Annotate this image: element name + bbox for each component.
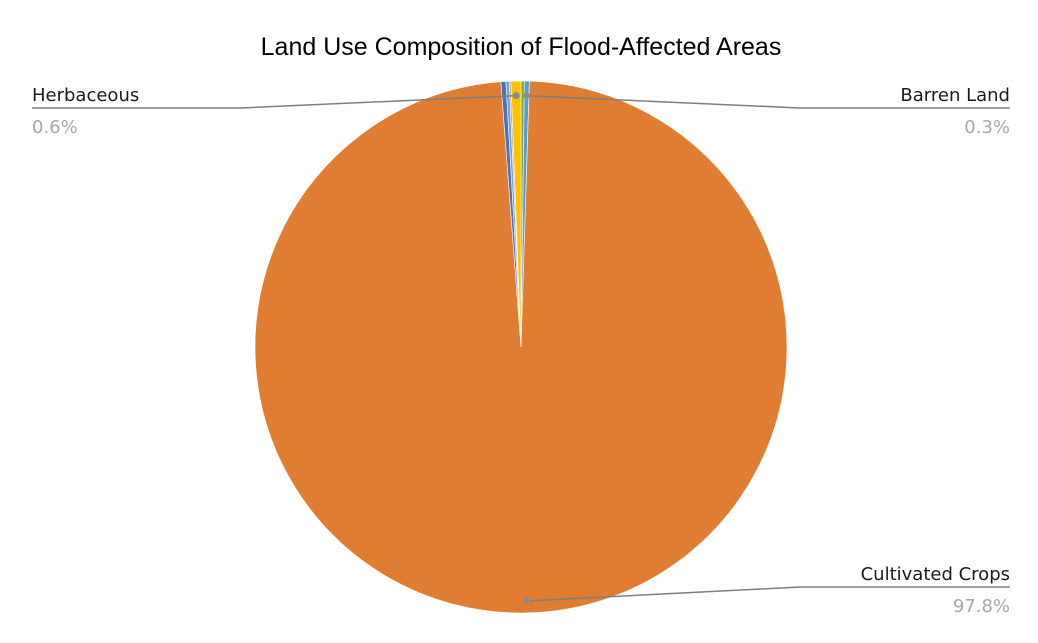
data-label-value-herbaceous: 0.6% [32, 117, 78, 138]
data-label-name-cultivated-crops: Cultivated Crops [861, 564, 1010, 585]
leader-anchor-cultivated-crops [523, 597, 531, 605]
leader-line-cultivated-crops [526, 586, 1010, 602]
leader-anchor-herbaceous [512, 92, 520, 100]
pie-slices [254, 80, 788, 614]
data-label-name-herbaceous: Herbaceous [32, 85, 139, 106]
data-label-value-barren-land: 0.3% [964, 117, 1010, 138]
leader-anchor-barren-land [523, 92, 531, 100]
chart-title: Land Use Composition of Flood-Affected A… [261, 33, 782, 61]
data-label-value-cultivated-crops: 97.8% [953, 596, 1010, 617]
data-label-name-barren-land: Barren Land [900, 85, 1010, 106]
leader-lines [32, 92, 1010, 605]
leader-line-herbaceous [32, 94, 517, 109]
leader-line-barren-land [526, 94, 1010, 109]
data-labels: Barren Land 0.3% Cultivated Crops 97.8% Herb… [32, 85, 1010, 617]
pie-slice-herbaceous [510, 80, 522, 348]
pie-slice-cultivated-crops [254, 80, 788, 614]
